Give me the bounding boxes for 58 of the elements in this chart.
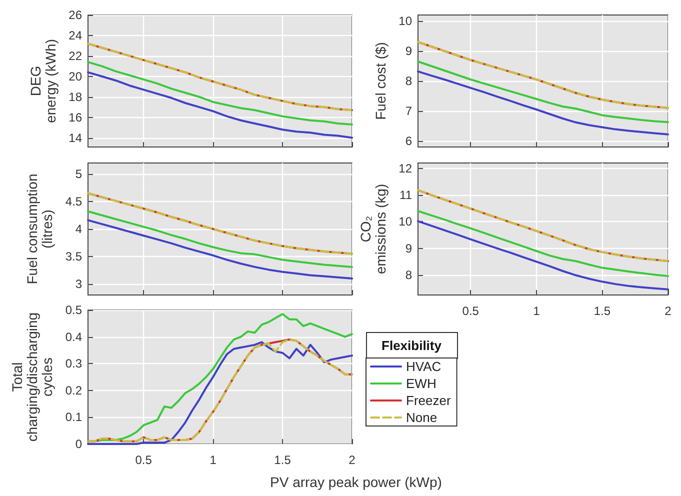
line-series [87, 192, 353, 255]
line-series [417, 189, 669, 262]
y-tick-label: 12 [398, 161, 412, 176]
y-tick-label: 5 [75, 167, 82, 181]
y-tick-label: 8 [405, 268, 412, 282]
y-axis-title: Fuel cost ($) [372, 42, 388, 120]
legend-label: EWH [406, 376, 436, 391]
y-tick-label: 4.5 [65, 194, 82, 208]
y-tick-label: 18 [68, 90, 82, 104]
x-tick-label: 1 [210, 453, 217, 467]
x-axis-title: PV array peak power (kWp) [270, 474, 442, 490]
y-tick-label: 26 [68, 8, 82, 22]
x-tick-label: 1.5 [274, 453, 292, 467]
y-tick-label: 0.1 [65, 410, 82, 424]
y-tick-label: 20 [68, 69, 82, 84]
line-series [87, 71, 353, 139]
line-series [417, 220, 669, 290]
y-tick-label: 22 [68, 48, 82, 63]
line-series [87, 219, 353, 280]
x-tick-label: 1 [533, 304, 540, 318]
line-series [87, 61, 353, 126]
line-series [417, 70, 669, 136]
line-series [417, 41, 669, 109]
y-tick-label: 3 [75, 277, 82, 291]
y-tick-label: 4 [75, 222, 82, 236]
line-series [417, 60, 669, 124]
y-tick-label: 16 [68, 110, 82, 124]
x-tick-label: 0.5 [462, 304, 480, 318]
line-series [87, 210, 353, 268]
legend-label: HVAC [406, 359, 442, 374]
legend-title: Flexibility [382, 338, 442, 353]
y-tick-label: 0 [75, 437, 82, 451]
y-axis-title: Fuel consumption (litres) [24, 174, 55, 284]
y-tick-label: 10 [398, 214, 412, 229]
y-tick-label: 11 [400, 188, 412, 202]
y-tick-label: 8 [405, 74, 412, 88]
y-tick-label: 0.2 [65, 383, 82, 398]
y-axis-title: CO₂ emissions (kg) [357, 184, 388, 274]
y-tick-label: 0.3 [65, 356, 82, 371]
y-tick-label: 9 [405, 241, 412, 256]
y-tick-label: 6 [405, 134, 412, 148]
y-tick-label: 10 [398, 14, 412, 28]
y-tick-label: 7 [405, 104, 412, 118]
y-tick-label: 14 [68, 130, 82, 145]
y-axis-title: Total charging/discharging cycles [8, 312, 55, 442]
legend-label: Freezer [406, 393, 452, 408]
legend-label: None [406, 410, 438, 425]
x-tick-label: 2 [348, 453, 356, 467]
x-tick-label: 0.5 [135, 453, 152, 467]
line-series [417, 210, 669, 278]
x-tick-label: 1.5 [594, 304, 611, 318]
line-series [87, 42, 353, 112]
y-tick-label: 9 [405, 44, 412, 58]
x-tick-label: 2 [664, 304, 672, 318]
y-axis-title: DEG energy (kWh) [27, 38, 58, 124]
y-tick-label: 3.5 [65, 250, 82, 264]
y-tick-label: 0.4 [65, 330, 82, 344]
y-tick-label: 24 [68, 28, 82, 42]
